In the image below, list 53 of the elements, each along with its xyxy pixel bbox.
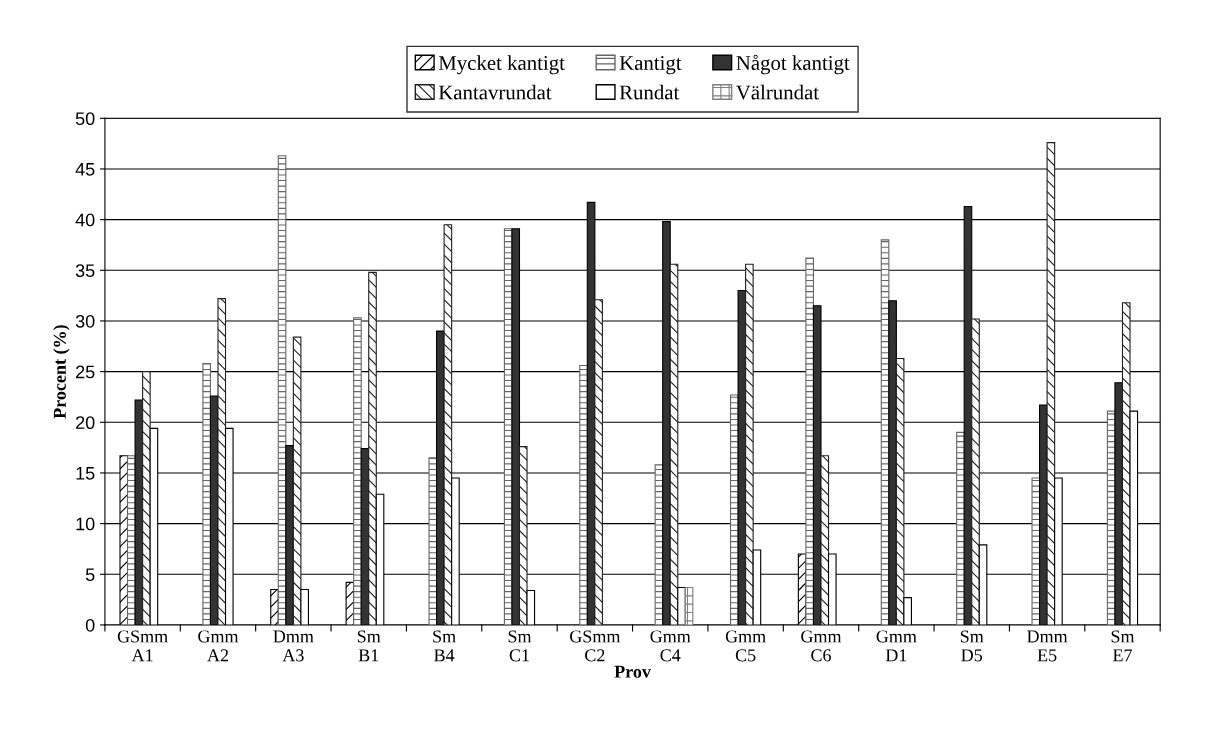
bar	[745, 263, 754, 625]
y-tick-label: 10	[76, 517, 95, 531]
y-tick-label: 50	[75, 112, 95, 126]
bar	[428, 457, 438, 625]
y-tick-label: 40	[75, 213, 95, 227]
x-tick-label: Gmm D1	[876, 630, 917, 662]
x-tick-label: Sm E7	[1111, 630, 1135, 662]
bar	[1031, 477, 1041, 625]
legend-label: Mycket kantigt	[438, 55, 565, 75]
bar	[1046, 142, 1056, 625]
y-tick-label: 0	[85, 618, 95, 632]
bar	[820, 455, 830, 625]
y-tick-label: 35	[75, 264, 95, 278]
bar	[805, 257, 815, 625]
y-tick-label: 15	[76, 467, 95, 480]
bar	[684, 586, 694, 625]
x-tick-label: Sm C1	[508, 630, 532, 662]
x-tick-label: Sm D5	[960, 630, 984, 662]
y-tick-label: 25	[76, 365, 95, 379]
legend-label: Något kantigt	[736, 54, 850, 75]
legend-label: Kantavrundat	[438, 84, 552, 100]
x-tick-label: Gmm C4	[650, 630, 691, 662]
y-tick-label: 20	[76, 416, 95, 430]
bar	[956, 431, 965, 625]
y-tick-label: 5	[85, 568, 95, 582]
x-tick-label: Gmm C5	[725, 630, 766, 662]
y-tick-label: 30	[75, 314, 95, 328]
x-tick-label: Gmm C6	[801, 630, 842, 662]
y-axis-title: Procent (%)	[53, 325, 70, 419]
x-tick-label: Sm B1	[357, 630, 381, 662]
bar	[971, 318, 980, 625]
x-tick-label: Dmm A3	[273, 630, 314, 662]
x-tick-label: Dmm E5	[1027, 630, 1068, 662]
bar	[292, 336, 302, 625]
x-axis-title: Prov	[614, 665, 651, 678]
x-tick-label: GSmm A1	[117, 630, 168, 662]
bar	[368, 271, 377, 625]
bar	[353, 317, 362, 625]
bar	[217, 298, 227, 625]
x-tick-label: Gmm A2	[198, 630, 239, 662]
bar	[443, 224, 453, 625]
legend-label: Rundat	[619, 84, 680, 100]
y-tick-label: 45	[75, 163, 95, 176]
bar	[669, 263, 679, 625]
bar	[579, 364, 588, 625]
legend-label: Kantigt	[619, 55, 682, 75]
bar	[518, 446, 528, 625]
bar	[202, 362, 212, 625]
x-tick-label: GSmm C2	[570, 630, 621, 662]
bar	[895, 357, 905, 625]
x-tick-label: Sm B4	[433, 630, 456, 662]
bar	[594, 299, 603, 625]
legend-label: Välrundat	[736, 84, 819, 100]
